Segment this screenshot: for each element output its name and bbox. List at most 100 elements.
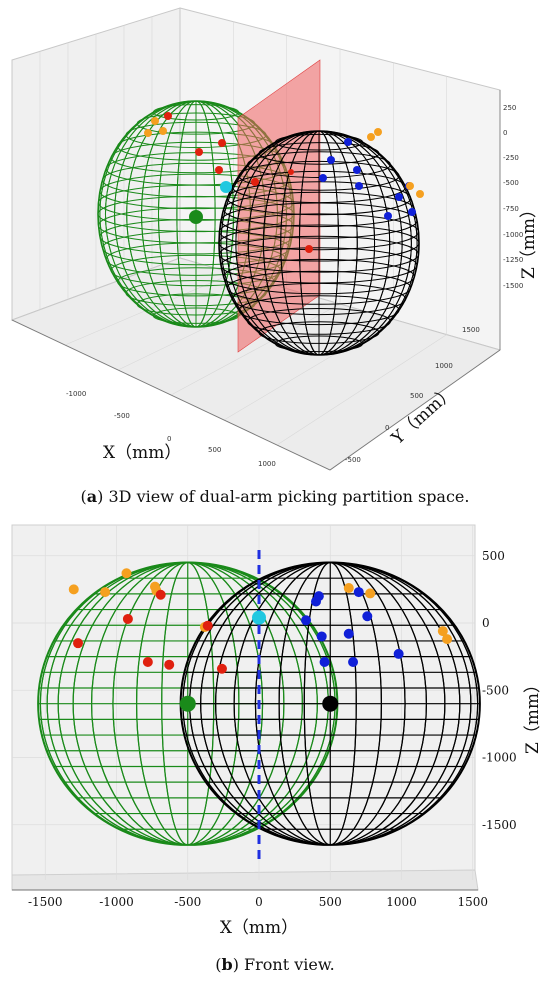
- cyan-target-point: [252, 610, 266, 625]
- grid-line: [170, 303, 341, 396]
- x-tick-label: 1000: [386, 895, 417, 909]
- red-target-point: [164, 659, 175, 670]
- z-tick-label: -1500: [482, 818, 517, 832]
- x-tick: 1000: [258, 460, 276, 468]
- z-tick: 0: [503, 129, 507, 137]
- red-target-point: [142, 657, 153, 668]
- blue-target-point: [384, 212, 392, 220]
- x-axis-line: [11, 319, 331, 471]
- blue-target-point: [344, 138, 352, 146]
- right-arm-workspace-sphere: [218, 130, 420, 356]
- blue-target-point: [355, 182, 363, 190]
- blue-target-point: [313, 591, 324, 602]
- blue-target-point: [319, 657, 330, 668]
- x-tick: 0: [167, 435, 171, 443]
- black-target-point: [322, 695, 339, 712]
- red-target-point: [305, 245, 313, 253]
- red-target-point: [218, 139, 226, 147]
- orange-target-point: [367, 133, 375, 141]
- green-target-point: [189, 210, 203, 224]
- red-target-point: [202, 620, 213, 631]
- z-tick: -750: [503, 205, 519, 213]
- x-tick-label: 0: [255, 895, 263, 909]
- green-target-point: [179, 695, 196, 712]
- orange-target-point: [365, 588, 376, 599]
- x-tick-label: 500: [319, 895, 342, 909]
- z-tick: -1500: [503, 282, 523, 290]
- x-tick-label: -1500: [28, 895, 63, 909]
- caption-a-text: 3D view of dual-arm picking partition sp…: [108, 487, 470, 506]
- orange-target-point: [151, 117, 159, 125]
- y-tick: 0: [385, 424, 389, 432]
- orange-target-point: [121, 568, 132, 579]
- z-tick: -500: [503, 179, 519, 187]
- x-axis-label: X（mm）: [103, 443, 181, 463]
- orange-target-point: [159, 127, 167, 135]
- x-axis-label: X（mm）: [220, 918, 298, 938]
- red-target-point: [215, 166, 223, 174]
- blue-target-point: [353, 166, 361, 174]
- z-tick-label: -1000: [482, 751, 517, 765]
- chart-3d-view: -1000 -500 0 500 1000 X（mm） -500 0 500 1…: [10, 7, 539, 471]
- red-target-point: [195, 148, 203, 156]
- orange-target-point: [406, 182, 414, 190]
- blue-target-point: [393, 648, 404, 659]
- chart-front-view: -1500 -1000 -500 0 500 1000 1500 500 0 -500 -1000…: [11, 524, 543, 938]
- caption-a: (a) 3D view of dual-arm picking partitio…: [80, 487, 470, 506]
- z-axis-label: Z（mm）: [523, 676, 543, 754]
- z-ticks: 500 0 -500 -1000 -1500: [482, 549, 517, 832]
- z-tick: -1250: [503, 256, 523, 264]
- z-tick: -250: [503, 154, 519, 162]
- red-target-point: [122, 613, 133, 624]
- z-tick-label: -500: [482, 683, 509, 697]
- blue-target-point: [408, 208, 416, 216]
- blue-target-point: [362, 611, 373, 622]
- red-target-point: [216, 663, 227, 674]
- y-axis-line: [329, 349, 501, 471]
- x-tick: -500: [114, 412, 130, 420]
- orange-target-point: [442, 634, 453, 645]
- z-tick: 250: [503, 104, 516, 112]
- blue-target-point: [348, 657, 359, 668]
- caption-b-text: Front view.: [244, 955, 335, 974]
- panel-b-front-view: -1500 -1000 -500 0 500 1000 1500 500 0 -500 -1000…: [0, 515, 550, 945]
- z-axis-label: Z（mm）: [519, 201, 539, 279]
- y-tick: -500: [345, 456, 361, 464]
- orange-target-point: [374, 128, 382, 136]
- target-points-3d: [144, 112, 424, 253]
- orange-target-point: [437, 626, 448, 637]
- y-tick: 1500: [462, 326, 480, 334]
- x-ticks: -1500 -1000 -500 0 500 1000 1500: [28, 895, 488, 909]
- sphere-outline: [218, 130, 420, 356]
- panel-a-3d-view: -1000 -500 0 500 1000 X（mm） -500 0 500 1…: [0, 0, 550, 480]
- caption-b-label: b: [221, 955, 233, 974]
- z-tick-label: 500: [482, 549, 505, 563]
- y-tick: 1000: [435, 362, 453, 370]
- x-tick: -1000: [66, 390, 86, 398]
- blue-target-point: [343, 628, 354, 639]
- red-target-point: [73, 638, 84, 649]
- red-target-point: [164, 112, 172, 120]
- blue-target-point: [301, 615, 312, 626]
- cyan-target-point: [220, 181, 232, 193]
- red-target-point: [155, 589, 166, 600]
- x-tick-label: 1500: [457, 895, 488, 909]
- x-tick-label: -500: [174, 895, 201, 909]
- y-tick: 500: [410, 392, 423, 400]
- blue-target-point: [353, 587, 364, 598]
- caption-b: (b) Front view.: [215, 955, 335, 974]
- orange-target-point: [100, 587, 111, 598]
- target-points-front: [68, 568, 453, 712]
- x-tick: 500: [208, 446, 221, 454]
- red-target-point: [251, 178, 259, 186]
- red-target-point: [288, 169, 294, 175]
- blue-target-point: [395, 193, 403, 201]
- orange-target-point: [416, 190, 424, 198]
- z-tick: -1000: [503, 231, 523, 239]
- blue-target-point: [316, 631, 327, 642]
- x-tick-label: -1000: [99, 895, 134, 909]
- blue-target-point: [319, 174, 327, 182]
- orange-target-point: [68, 584, 79, 595]
- caption-a-label: a: [86, 487, 98, 506]
- blue-target-point: [327, 156, 335, 164]
